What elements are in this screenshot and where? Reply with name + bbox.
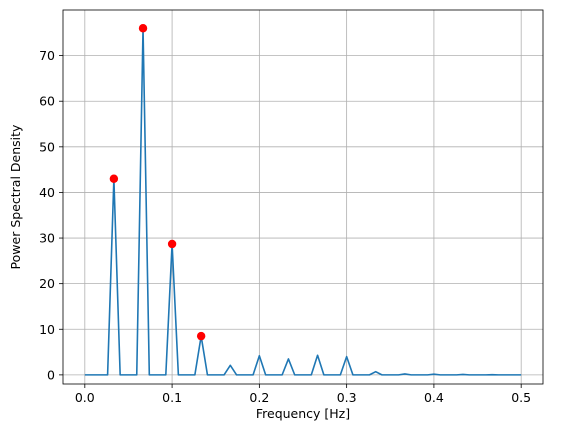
y-tick-label: 70 bbox=[39, 48, 55, 63]
grid-lines bbox=[63, 10, 543, 384]
psd-line bbox=[84, 27, 522, 376]
x-tick-label: 0.5 bbox=[511, 390, 531, 405]
y-tick-label: 50 bbox=[39, 139, 55, 154]
y-tick-label: 10 bbox=[39, 322, 55, 337]
peak-marker bbox=[196, 331, 206, 341]
y-tick-label: 20 bbox=[39, 276, 55, 291]
y-axis-ticks: 0 10 20 30 40 50 60 70 bbox=[39, 48, 63, 382]
x-tick-label: 0.3 bbox=[337, 390, 357, 405]
x-tick-label: 0.4 bbox=[424, 390, 444, 405]
peak-markers bbox=[109, 24, 206, 341]
peak-marker bbox=[167, 239, 177, 249]
y-tick-label: 0 bbox=[47, 367, 55, 382]
y-tick-label: 60 bbox=[39, 94, 55, 109]
plot-frame bbox=[62, 9, 544, 385]
x-tick-label: 0.0 bbox=[75, 390, 95, 405]
x-axis-label: Frequency [Hz] bbox=[256, 406, 350, 421]
peak-marker bbox=[109, 174, 119, 183]
peak-marker bbox=[138, 24, 148, 33]
x-tick-label: 0.1 bbox=[162, 390, 182, 405]
x-tick-label: 0.2 bbox=[249, 390, 269, 405]
y-tick-label: 40 bbox=[39, 185, 55, 200]
x-axis-ticks: 0.0 0.1 0.2 0.3 0.4 0.5 bbox=[75, 384, 531, 405]
series-layer bbox=[84, 27, 522, 376]
y-axis-label: Power Spectral Density bbox=[8, 124, 23, 269]
y-tick-label: 30 bbox=[39, 231, 55, 246]
